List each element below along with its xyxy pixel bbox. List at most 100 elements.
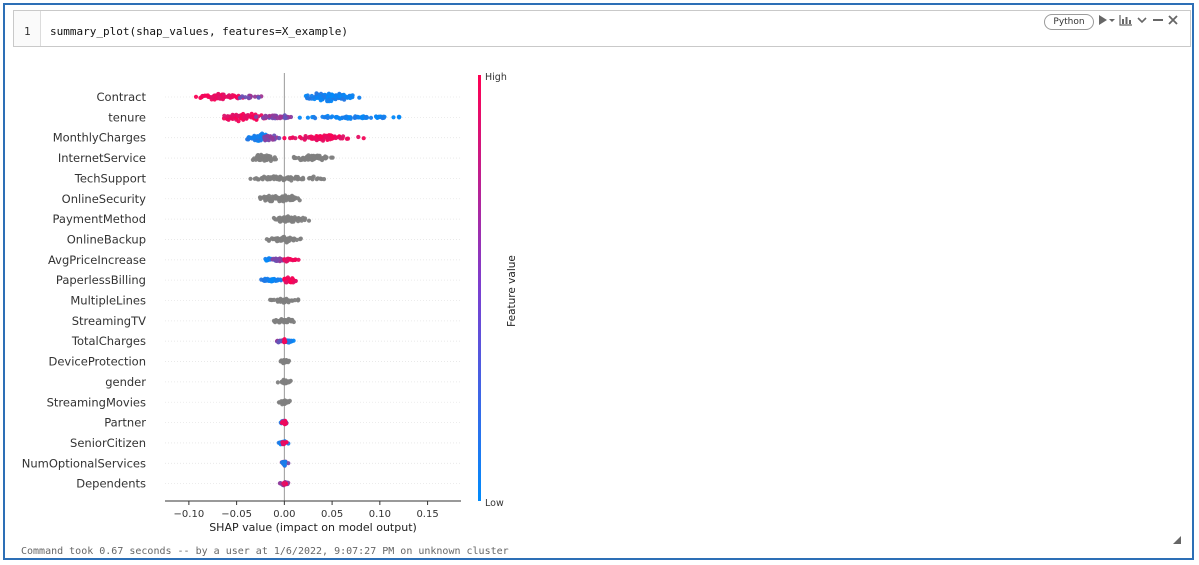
shap-point <box>288 279 293 285</box>
shap-point <box>252 94 258 99</box>
shap-point <box>290 298 295 303</box>
shap-point <box>266 176 271 181</box>
feature-label: OnlineSecurity <box>62 192 147 206</box>
notebook-cell[interactable]: 1 summary_plot(shap_values, features=X_e… <box>3 3 1194 560</box>
code-editor[interactable]: 1 summary_plot(shap_values, features=X_e… <box>13 10 1191 47</box>
chevron-down-icon[interactable] <box>1136 14 1148 28</box>
shap-point <box>278 359 283 364</box>
shap-point <box>281 421 286 426</box>
run-menu-icon[interactable] <box>1098 14 1116 28</box>
shap-point <box>275 116 280 121</box>
shap-point <box>277 136 282 141</box>
shap-point <box>272 237 277 242</box>
feature-label: TotalCharges <box>71 334 146 348</box>
shap-point <box>305 115 310 120</box>
shap-point <box>291 194 296 200</box>
shap-point <box>314 91 319 96</box>
shap-point <box>266 238 271 243</box>
shap-point <box>260 154 265 159</box>
shap-point <box>213 93 218 98</box>
shap-point <box>258 196 263 201</box>
feature-label: DeviceProtection <box>48 355 146 369</box>
feature-label: MonthlyCharges <box>53 131 146 145</box>
shap-point <box>368 115 374 120</box>
shap-point <box>334 93 339 98</box>
shap-point <box>298 236 303 241</box>
shap-point <box>204 93 209 98</box>
shap-point <box>265 133 270 138</box>
shap-point <box>357 95 362 100</box>
shap-point <box>347 94 352 99</box>
minimize-icon[interactable] <box>1152 14 1164 28</box>
shap-point <box>397 114 402 120</box>
shap-point <box>282 318 288 323</box>
feature-label: PaperlessBilling <box>56 273 146 287</box>
shap-point <box>193 94 199 99</box>
shap-point <box>279 176 284 181</box>
x-tick-label: 0.05 <box>321 509 343 520</box>
shap-point <box>254 114 259 119</box>
shap-point <box>281 441 286 446</box>
shap-point <box>300 155 305 161</box>
shap-point <box>269 297 275 303</box>
shap-point <box>333 135 338 141</box>
shap-point <box>217 95 222 101</box>
shap-point <box>247 114 252 119</box>
shap-point <box>374 115 379 120</box>
shap-point <box>296 155 301 161</box>
shap-point <box>337 94 342 99</box>
shap-point <box>282 461 287 466</box>
shap-point <box>313 135 318 141</box>
shap-point <box>293 155 298 161</box>
shap-point <box>262 136 267 141</box>
x-tick-label: 0.15 <box>416 509 438 520</box>
shap-point <box>271 215 276 221</box>
shap-point <box>337 116 342 121</box>
shap-point <box>290 237 295 243</box>
feature-label: StreamingTV <box>72 314 146 328</box>
shap-point <box>221 92 226 97</box>
code-line[interactable]: summary_plot(shap_values, features=X_exa… <box>50 25 349 38</box>
feature-label: SeniorCitizen <box>70 436 146 450</box>
shap-point <box>326 136 331 141</box>
shap-point <box>282 136 287 141</box>
shap-point <box>283 195 288 200</box>
shap-point <box>286 215 291 220</box>
shap-point <box>321 177 327 182</box>
resize-handle-icon[interactable] <box>1173 529 1181 548</box>
x-tick-label: 0.10 <box>369 509 391 520</box>
shap-point <box>297 115 302 120</box>
shap-point <box>320 114 325 119</box>
feature-label: gender <box>105 375 146 389</box>
shap-point <box>287 238 292 243</box>
shap-point <box>341 134 346 139</box>
shap-point <box>252 135 257 140</box>
shap-point <box>277 298 282 303</box>
shap-point <box>292 257 297 262</box>
shap-point <box>264 258 269 263</box>
shap-point <box>288 218 293 223</box>
shap-point <box>329 115 334 120</box>
shap-point <box>228 95 233 100</box>
shap-point <box>259 277 264 282</box>
shap-point <box>282 215 287 220</box>
shap-point <box>312 155 317 160</box>
shap-point <box>282 237 287 242</box>
colorbar-axis-label: Feature value <box>506 255 518 327</box>
shap-point <box>283 116 288 121</box>
shap-point <box>306 218 312 223</box>
feature-label: InternetService <box>58 151 146 165</box>
close-icon[interactable] <box>1167 14 1179 28</box>
shap-point <box>330 136 335 141</box>
shap-point <box>283 378 288 383</box>
shap-point <box>241 115 246 120</box>
chart-icon[interactable] <box>1119 14 1133 28</box>
feature-label: Dependents <box>76 477 146 491</box>
shap-point <box>236 113 241 119</box>
shap-point <box>314 177 319 182</box>
shap-point <box>284 440 289 445</box>
shap-point <box>356 134 361 140</box>
line-number: 1 <box>24 25 31 38</box>
language-selector[interactable]: Python <box>1044 14 1094 30</box>
shap-point <box>236 119 241 124</box>
